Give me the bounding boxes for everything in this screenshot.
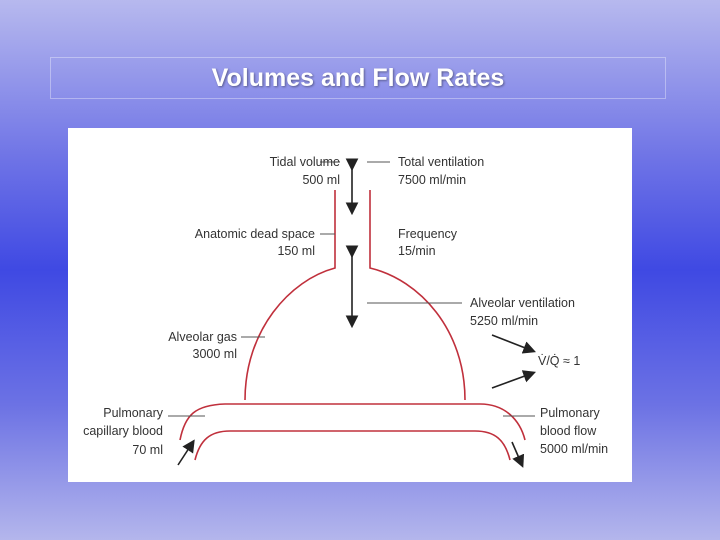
label: Anatomic dead space — [195, 227, 315, 241]
label: 3000 ml — [193, 347, 237, 361]
slide-title: Volumes and Flow Rates — [211, 63, 505, 92]
title-box: Volumes and Flow Rates — [50, 57, 666, 99]
left-wall — [244, 190, 336, 401]
label: 150 ml — [277, 244, 315, 258]
flow-arrow — [177, 439, 195, 466]
label: Pulmonary — [540, 406, 600, 420]
capillary-bottom — [194, 430, 511, 461]
label: 500 ml — [302, 173, 340, 187]
label: 15/min — [398, 244, 436, 258]
diagram: Tidal volume 500 ml Anatomic dead space … — [68, 128, 632, 482]
flow-arrow — [511, 441, 525, 468]
vq-arrow — [491, 334, 536, 354]
label: Total ventilation — [398, 155, 484, 169]
capillary-top — [179, 403, 526, 441]
label: 5250 ml/min — [470, 314, 538, 328]
label: Alveolar ventilation — [470, 296, 575, 310]
label: Frequency — [398, 227, 458, 241]
label: V̇/Q̇ ≈ 1 — [538, 354, 580, 368]
label: 70 ml — [132, 443, 163, 457]
vq-arrow — [491, 370, 537, 389]
label: 5000 ml/min — [540, 442, 608, 456]
right-wall — [369, 190, 466, 401]
label: capillary blood — [83, 424, 163, 438]
label: Pulmonary — [103, 406, 163, 420]
label: Alveolar gas — [168, 330, 237, 344]
label: blood flow — [540, 424, 597, 438]
label: Tidal volume — [270, 155, 340, 169]
label: 7500 ml/min — [398, 173, 466, 187]
